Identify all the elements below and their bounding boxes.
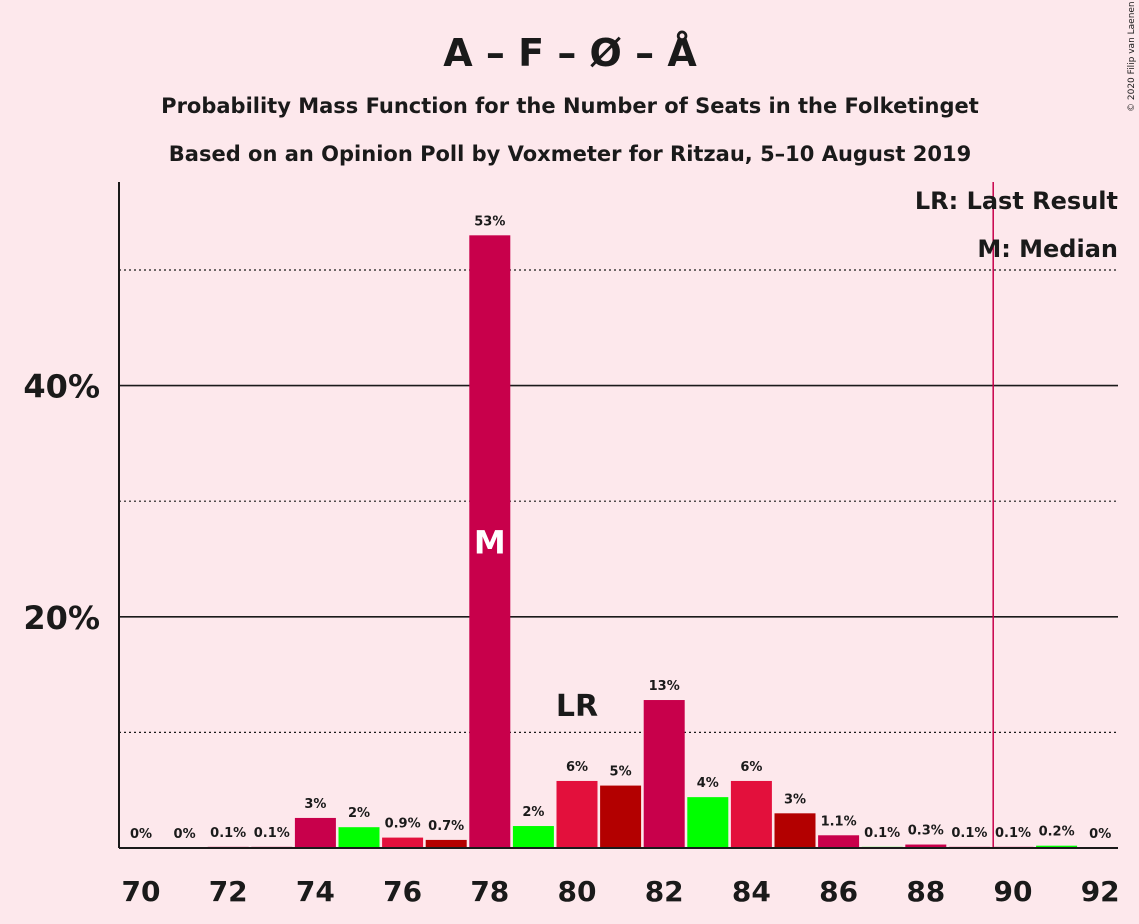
bar-value-label: 0.1% xyxy=(864,826,900,841)
bar-seat-74 xyxy=(294,817,336,848)
y-tick-label: 40% xyxy=(23,368,100,406)
x-tick-label: 74 xyxy=(296,875,335,908)
bar-value-label: 2% xyxy=(522,805,544,820)
chart-subtitle-line2: Based on an Opinion Poll by Voxmeter for… xyxy=(169,142,971,166)
bar-value-label: 5% xyxy=(610,765,632,780)
x-tick-label: 76 xyxy=(383,875,422,908)
last-result-marker: LR xyxy=(556,689,598,724)
gridlines xyxy=(119,269,1118,734)
bar-value-label: 4% xyxy=(697,776,719,791)
bar-value-label: 3% xyxy=(304,797,326,812)
bar-value-label: 2% xyxy=(348,806,370,821)
bar-seat-86 xyxy=(818,835,860,848)
x-tick-label: 70 xyxy=(122,875,161,908)
bar-value-label: 0.1% xyxy=(210,826,246,841)
bar-value-label: 1.1% xyxy=(821,814,857,829)
bar-seat-81 xyxy=(600,785,642,848)
x-tick-label: 86 xyxy=(819,875,858,908)
x-tick-label: 90 xyxy=(994,875,1033,908)
bars xyxy=(207,235,1078,848)
bar-labels: 0% 0% 0.1% 0.1% 3% 2% 0.9% 0.7% 53% 2% 6% 5% 13% 4% 6%… xyxy=(130,214,1111,842)
bar-value-label: 0.2% xyxy=(1039,825,1075,840)
bar-seat-84 xyxy=(730,780,772,848)
bar-seat-76 xyxy=(382,837,424,848)
chart-subtitle-line1: Probability Mass Function for the Number… xyxy=(161,94,979,118)
bar-value-label: 0.1% xyxy=(995,826,1031,841)
bar-value-label: 0% xyxy=(174,827,196,842)
bar-seat-88 xyxy=(905,844,947,848)
y-tick-label: 20% xyxy=(23,599,100,637)
bar-seat-85 xyxy=(774,813,816,848)
bar-value-label: 6% xyxy=(566,760,588,775)
bar-seat-77 xyxy=(425,839,467,848)
chart-title: A – F – Ø – Å xyxy=(443,31,697,75)
copyright-notice: © 2020 Filip van Laenen xyxy=(1127,1,1137,112)
bar-seat-79 xyxy=(512,826,554,848)
bar-seat-80 xyxy=(556,780,598,848)
bar-value-label: 0% xyxy=(130,827,152,842)
bar-seat-75 xyxy=(338,827,380,848)
bar-seat-91 xyxy=(1036,845,1078,848)
legend-median: M: Median xyxy=(977,235,1118,263)
bar-value-label: 53% xyxy=(474,214,505,229)
bar-value-label: 6% xyxy=(740,760,762,775)
x-tick-label: 82 xyxy=(645,875,684,908)
x-tick-label: 80 xyxy=(558,875,597,908)
y-ticks: 20% 40% xyxy=(23,368,100,637)
bar-value-label: 0.7% xyxy=(428,819,464,834)
bar-seat-82 xyxy=(643,700,685,848)
bar-value-label: 0% xyxy=(1089,827,1111,842)
bar-value-label: 3% xyxy=(784,792,806,807)
x-tick-label: 84 xyxy=(732,875,771,908)
bar-value-label: 0.1% xyxy=(254,826,290,841)
bar-value-label: 13% xyxy=(649,679,680,694)
x-tick-label: 78 xyxy=(470,875,509,908)
x-tick-label: 72 xyxy=(209,875,248,908)
bar-value-label: 0.1% xyxy=(951,826,987,841)
bar-seat-78 xyxy=(469,235,511,848)
x-tick-label: 92 xyxy=(1081,875,1120,908)
legend-last-result: LR: Last Result xyxy=(915,187,1118,215)
x-ticks: 70 72 74 76 78 80 82 84 86 88 90 92 xyxy=(122,875,1120,908)
bar-value-label: 0.9% xyxy=(385,817,421,832)
bar-value-label: 0.3% xyxy=(908,824,944,839)
median-marker: M xyxy=(474,524,506,562)
x-tick-label: 88 xyxy=(906,875,945,908)
bar-seat-83 xyxy=(687,797,729,848)
